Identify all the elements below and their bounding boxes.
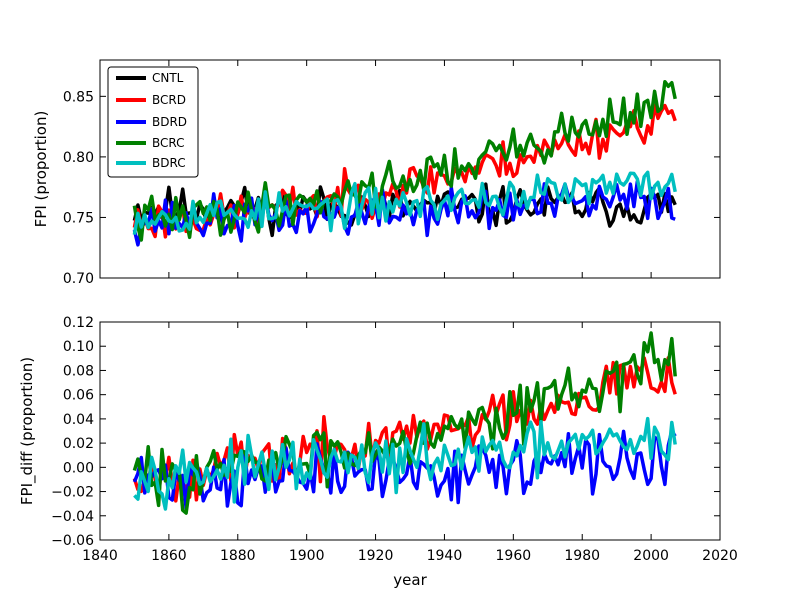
y-tick-label: 0.80 [63, 150, 94, 166]
fpi-ylabel: FPI (proportion) [32, 111, 50, 228]
fpi-diff-axes-frame [99, 321, 721, 541]
y-tick-label: −0.06 [51, 533, 94, 549]
y-tick-label: 0.85 [63, 89, 94, 105]
y-tick-label: 0.06 [63, 388, 94, 404]
fpi-series-group [132, 79, 677, 247]
fpi-diff-ylabel: FPI_diff (proportion) [18, 357, 37, 505]
y-tick-label: 0.75 [63, 210, 94, 226]
y-tick-label: 0.70 [63, 271, 94, 287]
x-tick-label: 2000 [633, 548, 669, 564]
fpi-diff-ticks: 1840 1860 1880 1900 1920 1940 1960 1980 2000 2020… [51, 315, 738, 564]
y-tick-label: 0.04 [63, 412, 94, 428]
y-tick-label: 0.02 [63, 436, 94, 452]
fpi-diff-series-group [132, 331, 677, 515]
legend-label-bdrc: BDRC [152, 156, 186, 170]
y-tick-label: 0.12 [63, 315, 94, 331]
y-tick-label: −0.02 [51, 485, 94, 501]
legend-label-cntl: CNTL [152, 71, 184, 85]
y-tick-label: 0.10 [63, 339, 94, 355]
legend-label-bcrd: BCRD [152, 93, 186, 107]
series-line-bdrc [132, 170, 677, 235]
x-tick-label: 1940 [427, 548, 463, 564]
x-tick-label: 1900 [289, 548, 325, 564]
y-tick-label: −0.04 [51, 509, 94, 525]
series-line-bcrc [132, 79, 677, 242]
x-tick-label: 1960 [496, 548, 532, 564]
x-axis-label: year [393, 571, 427, 589]
y-tick-label: 0.08 [63, 363, 94, 379]
legend-label-bcrc: BCRC [152, 136, 185, 150]
legend: CNTL BCRD BDRD BCRC BDRC [107, 66, 199, 178]
x-tick-label: 2020 [702, 548, 738, 564]
fpi-diff-panel: 1840 1860 1880 1900 1920 1940 1960 1980 2000 2020… [18, 315, 738, 589]
series-line-bdrd [132, 179, 676, 247]
x-tick-label: 1920 [358, 548, 394, 564]
x-tick-label: 1860 [151, 548, 187, 564]
y-tick-label: 0.00 [63, 460, 94, 476]
fpi-axes-frame [99, 59, 721, 279]
legend-label-bdrd: BDRD [152, 115, 187, 129]
fpi-ticks: 0.70 0.75 0.80 0.85 [63, 60, 721, 287]
x-tick-label: 1840 [82, 548, 118, 564]
legend-box [107, 66, 199, 178]
fpi-panel: 0.70 0.75 0.80 0.85 FPI (proportion) CNTL B… [32, 59, 721, 287]
x-tick-label: 1880 [220, 548, 256, 564]
x-tick-label: 1980 [564, 548, 600, 564]
series-line-bdrc [133, 416, 677, 511]
